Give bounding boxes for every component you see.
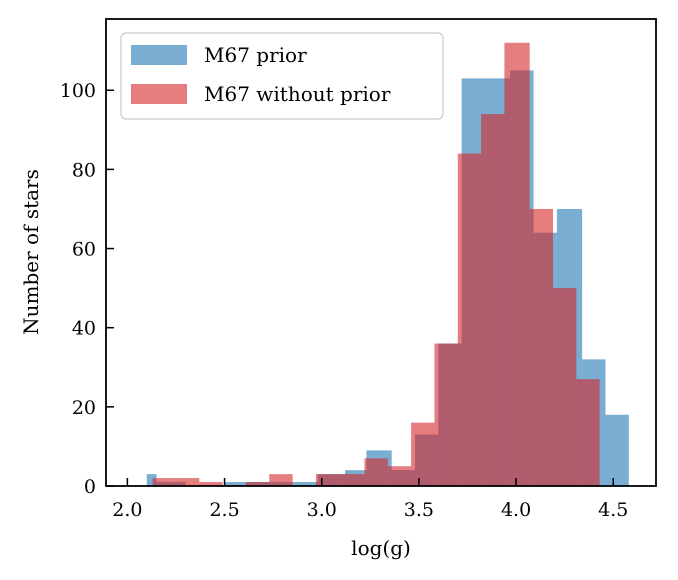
legend-label-m67-without-prior: M67 without prior bbox=[204, 82, 391, 106]
legend-swatch-m67-prior bbox=[131, 45, 187, 65]
y-tick-label: 80 bbox=[72, 159, 96, 181]
x-tick-label: 4.5 bbox=[598, 499, 628, 521]
bar-m67-without-prior-16 bbox=[504, 42, 530, 487]
x-tick-label: 2.0 bbox=[112, 499, 142, 521]
bar-m67-without-prior-11 bbox=[387, 466, 412, 486]
x-tick-label: 3.5 bbox=[404, 499, 434, 521]
x-tick-label: 2.5 bbox=[209, 499, 239, 521]
bar-m67-prior-1 bbox=[146, 474, 157, 486]
bar-m67-without-prior-2 bbox=[170, 478, 200, 486]
bar-m67-without-prior-19 bbox=[576, 379, 600, 486]
bar-m67-without-prior-6 bbox=[269, 474, 293, 486]
y-tick-label: 0 bbox=[84, 476, 96, 498]
bar-m67-prior-8 bbox=[292, 482, 318, 486]
bar-m67-without-prior-8 bbox=[315, 474, 340, 486]
bar-m67-without-prior-9 bbox=[339, 474, 365, 486]
bar-m67-without-prior-15 bbox=[481, 113, 505, 487]
y-tick-label: 60 bbox=[72, 239, 96, 261]
x-tick-label: 4.0 bbox=[501, 499, 531, 521]
y-tick-label: 40 bbox=[72, 318, 96, 340]
bar-m67-without-prior-10 bbox=[364, 458, 388, 486]
legend-label-m67-prior: M67 prior bbox=[204, 43, 307, 67]
bar-m67-without-prior-12 bbox=[411, 422, 435, 486]
y-tick-label: 20 bbox=[72, 397, 96, 419]
x-axis: 2.0 2.5 3.0 3.5 4.0 4.5 bbox=[112, 478, 628, 521]
bar-m67-without-prior-1 bbox=[152, 478, 171, 486]
y-axis-label: Number of stars bbox=[19, 169, 43, 335]
bar-m67-without-prior-3 bbox=[199, 482, 223, 486]
bar-m67-without-prior-13 bbox=[434, 343, 458, 486]
legend-swatch-m67-without-prior bbox=[131, 84, 187, 104]
bar-m67-prior-21 bbox=[605, 414, 629, 486]
legend: M67 prior M67 without prior bbox=[120, 32, 444, 120]
bar-m67-without-prior-5 bbox=[245, 482, 270, 486]
bar-m67-without-prior-14 bbox=[457, 153, 482, 486]
bar-m67-without-prior-17 bbox=[529, 208, 553, 486]
y-axis: 0 20 40 60 80 100 bbox=[60, 80, 114, 498]
series-m67-without-prior-bars bbox=[152, 42, 600, 487]
bar-m67-prior-5 bbox=[224, 482, 244, 486]
y-tick-label: 100 bbox=[60, 80, 96, 102]
x-tick-label: 3.0 bbox=[307, 499, 337, 521]
plot-frame bbox=[105, 18, 657, 487]
bar-m67-without-prior-18 bbox=[552, 288, 577, 486]
legend-frame bbox=[120, 32, 444, 120]
x-axis-label: log(g) bbox=[351, 536, 411, 560]
